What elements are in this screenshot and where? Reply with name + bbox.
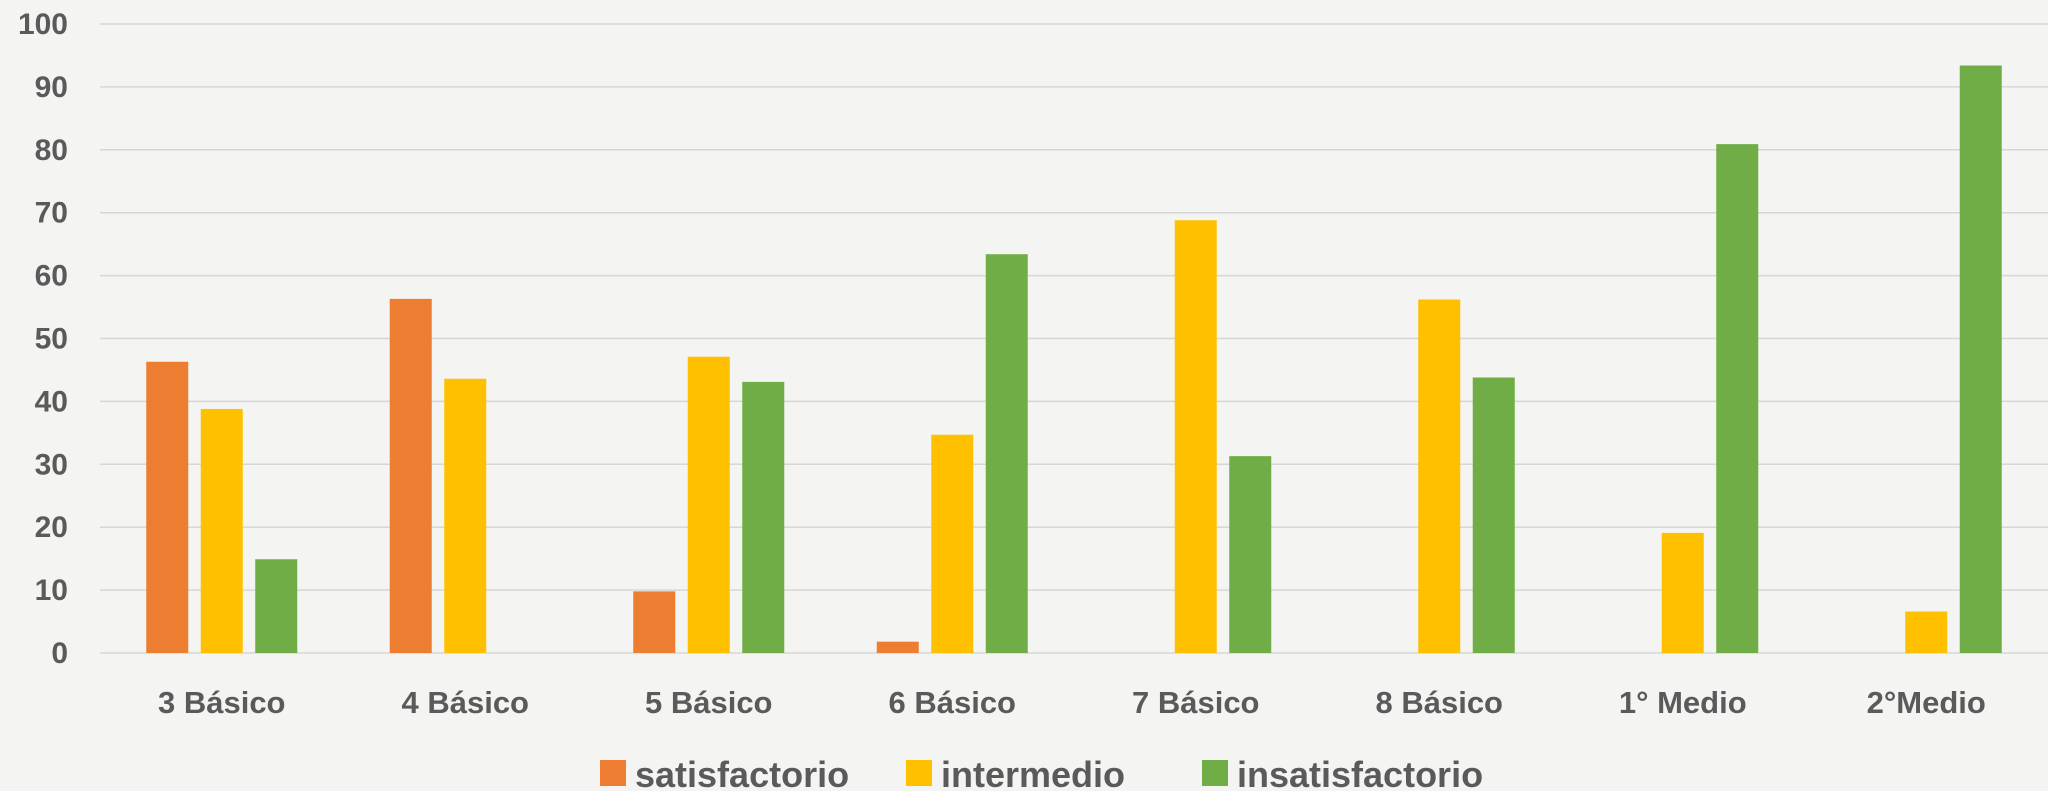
- y-tick-label: 30: [35, 448, 68, 481]
- y-tick-label: 80: [35, 134, 68, 167]
- bar-intermedio-7: [1905, 611, 1948, 653]
- y-tick-label: 70: [35, 197, 68, 230]
- bar-intermedio-5: [1418, 299, 1461, 653]
- legend-label-insatisfactorio: insatisfactorio: [1237, 754, 1483, 791]
- x-category-label: 6 Básico: [888, 685, 1016, 720]
- bars: [146, 65, 2002, 654]
- x-category-label: 1° Medio: [1619, 685, 1747, 720]
- bar-insatisfactorio-7: [1959, 65, 2002, 654]
- bar-insatisfactorio-2: [742, 381, 785, 653]
- bar-satisfactorio-3: [876, 641, 919, 653]
- bar-intermedio-4: [1174, 220, 1217, 654]
- bar-insatisfactorio-0: [255, 559, 298, 653]
- bar-insatisfactorio-3: [985, 254, 1028, 654]
- x-category-label: 2°Medio: [1867, 685, 1986, 720]
- y-tick-label: 50: [35, 323, 68, 356]
- y-tick-label: 100: [18, 8, 68, 41]
- bar-insatisfactorio-4: [1229, 456, 1272, 653]
- legend-label-satisfactorio: satisfactorio: [635, 754, 849, 791]
- legend: satisfactorio intermedio insatisfactorio: [600, 754, 1483, 791]
- bar-intermedio-0: [200, 408, 243, 653]
- y-tick-label: 90: [35, 71, 68, 104]
- bar-intermedio-3: [931, 434, 974, 653]
- legend-swatch-intermedio: [906, 760, 932, 786]
- bar-satisfactorio-2: [633, 591, 676, 653]
- y-tick-label: 20: [35, 511, 68, 544]
- bar-intermedio-1: [444, 378, 487, 653]
- x-category-label: 3 Básico: [158, 685, 286, 720]
- x-category-label: 5 Básico: [645, 685, 773, 720]
- bar-intermedio-2: [687, 356, 730, 653]
- y-axis-ticks: 0 10 20 30 40 50 60 70 80 90 100: [18, 8, 68, 670]
- bar-satisfactorio-1: [389, 298, 432, 653]
- y-tick-label: 10: [35, 574, 68, 607]
- x-category-label: 7 Básico: [1132, 685, 1260, 720]
- legend-swatch-insatisfactorio: [1202, 760, 1228, 786]
- bar-insatisfactorio-6: [1716, 144, 1759, 654]
- x-axis-categories: 3 Básico 4 Básico 5 Básico 6 Básico 7 Básico…: [158, 685, 1986, 720]
- y-tick-label: 60: [35, 260, 68, 293]
- y-tick-label: 40: [35, 385, 68, 418]
- bar-satisfactorio-0: [146, 361, 189, 653]
- bar-insatisfactorio-5: [1472, 377, 1515, 653]
- x-category-label: 8 Básico: [1375, 685, 1503, 720]
- bar-intermedio-6: [1661, 532, 1704, 653]
- x-category-label: 4 Básico: [401, 685, 529, 720]
- legend-label-intermedio: intermedio: [941, 754, 1125, 791]
- y-tick-label: 0: [51, 637, 68, 670]
- legend-swatch-satisfactorio: [600, 760, 626, 786]
